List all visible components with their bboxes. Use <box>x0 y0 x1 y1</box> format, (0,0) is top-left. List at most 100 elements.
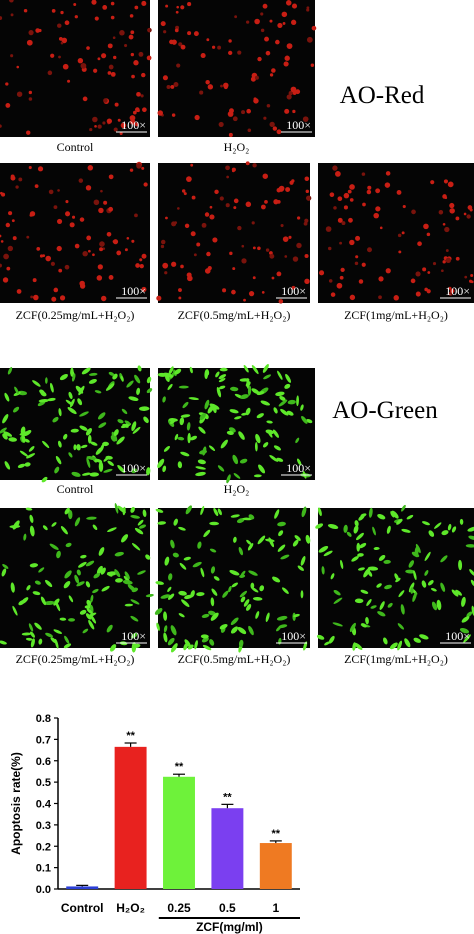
cell <box>304 176 310 182</box>
cell <box>74 574 80 584</box>
cell <box>134 527 144 535</box>
cell <box>176 5 179 9</box>
bar <box>114 746 147 889</box>
y-tick-label: 0.3 <box>36 820 51 832</box>
y-tick-label: 0.5 <box>36 777 51 789</box>
cell <box>119 30 125 36</box>
cell <box>245 201 252 208</box>
cell <box>387 602 393 608</box>
cell <box>97 57 101 61</box>
cell <box>62 63 69 70</box>
cell <box>290 19 297 25</box>
cell <box>246 20 250 24</box>
cell <box>282 22 286 25</box>
cell <box>226 474 231 484</box>
cell <box>44 579 53 588</box>
cell <box>80 444 88 449</box>
cell <box>310 63 315 68</box>
cell <box>141 286 147 292</box>
cell <box>57 440 62 448</box>
cell <box>99 247 104 252</box>
panel-label: ZCF(0.25mg/mL+H₂O₂) <box>16 652 135 666</box>
cell <box>64 264 70 270</box>
cell <box>146 376 152 384</box>
cell <box>464 275 468 279</box>
cell <box>177 461 183 469</box>
cell <box>183 556 191 561</box>
cell <box>279 395 286 401</box>
cell <box>193 253 197 257</box>
y-tick-label: 0.0 <box>36 884 51 896</box>
cell <box>178 296 182 300</box>
cell <box>170 625 177 636</box>
cell <box>163 30 167 34</box>
cell <box>295 437 300 444</box>
cell <box>186 176 192 183</box>
cell <box>296 395 299 407</box>
cell <box>201 637 209 643</box>
cell <box>110 15 115 20</box>
cell <box>408 560 415 568</box>
cell <box>264 36 269 42</box>
cell <box>79 217 85 222</box>
cell <box>391 510 399 519</box>
cell <box>55 601 61 612</box>
cell <box>389 642 398 650</box>
cell <box>277 544 286 552</box>
scale-label: 100× <box>286 118 311 132</box>
cell <box>355 235 361 241</box>
cell <box>64 635 70 644</box>
cell <box>325 226 332 232</box>
cell <box>19 450 29 457</box>
cell <box>58 268 63 273</box>
cell <box>170 643 178 653</box>
cell <box>232 454 239 465</box>
cell <box>357 567 365 571</box>
cell <box>229 569 240 576</box>
cell <box>442 222 446 226</box>
cell <box>106 527 117 533</box>
cell <box>192 561 202 568</box>
cell <box>191 195 196 200</box>
cell <box>77 398 83 406</box>
cell <box>91 0 97 5</box>
cell <box>130 599 140 605</box>
cell <box>28 446 35 452</box>
cell <box>376 583 382 588</box>
cell <box>79 609 87 615</box>
cell <box>173 518 178 526</box>
cell <box>131 642 137 653</box>
cell <box>0 234 2 238</box>
cell <box>94 16 99 21</box>
cell <box>278 299 284 304</box>
cell <box>40 596 47 606</box>
cell <box>250 582 255 589</box>
cell <box>167 637 175 646</box>
cell <box>218 385 226 390</box>
cell <box>319 270 325 276</box>
cell <box>58 55 61 59</box>
cell <box>93 573 101 579</box>
cell <box>23 533 27 541</box>
cell <box>466 214 471 219</box>
cell <box>237 50 242 55</box>
cell <box>266 420 273 424</box>
cell <box>296 242 302 249</box>
cell <box>173 81 179 87</box>
cell <box>105 455 113 460</box>
cell <box>164 556 170 566</box>
cell <box>410 278 416 284</box>
cell <box>200 505 205 516</box>
cell <box>211 588 218 596</box>
cell <box>147 27 152 33</box>
cell <box>160 594 171 599</box>
cell <box>110 71 116 77</box>
cell <box>239 590 248 598</box>
cell <box>132 426 141 434</box>
cell <box>440 582 446 592</box>
cell <box>237 225 242 231</box>
cell <box>141 72 146 78</box>
cell <box>232 267 236 271</box>
cell <box>251 221 255 225</box>
